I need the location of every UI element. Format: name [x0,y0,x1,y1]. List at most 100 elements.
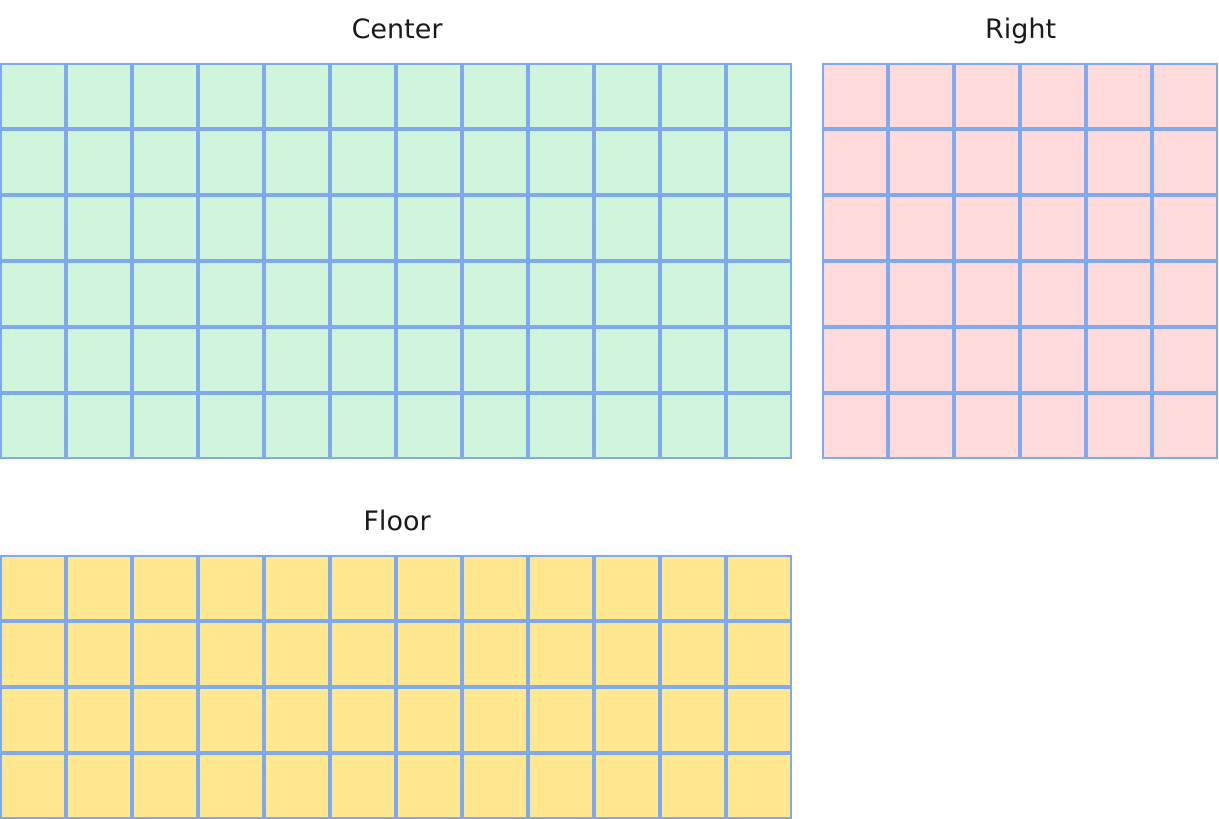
seat-floor-r3-c8[interactable] [462,687,528,753]
seat-right-r5-c2[interactable] [888,327,954,393]
seat-floor-r2-c9[interactable] [528,621,594,687]
seat-right-r5-c5[interactable] [1086,327,1152,393]
seat-right-r6-c1[interactable] [822,393,888,459]
seat-floor-r4-c10[interactable] [594,753,660,819]
seat-center-r4-c1[interactable] [0,261,66,327]
seat-center-r2-c11[interactable] [660,129,726,195]
seat-floor-r4-c1[interactable] [0,753,66,819]
seat-floor-r2-c4[interactable] [198,621,264,687]
seat-floor-r3-c5[interactable] [264,687,330,753]
seat-right-r6-c6[interactable] [1152,393,1218,459]
seat-center-r5-c3[interactable] [132,327,198,393]
seat-center-r6-c6[interactable] [330,393,396,459]
seat-center-r4-c3[interactable] [132,261,198,327]
seat-center-r2-c4[interactable] [198,129,264,195]
seat-center-r4-c2[interactable] [66,261,132,327]
seat-center-r2-c5[interactable] [264,129,330,195]
seat-center-r1-c6[interactable] [330,63,396,129]
seat-floor-r3-c4[interactable] [198,687,264,753]
seat-center-r3-c4[interactable] [198,195,264,261]
seat-floor-r3-c2[interactable] [66,687,132,753]
seat-right-r1-c4[interactable] [1020,63,1086,129]
seat-center-r5-c4[interactable] [198,327,264,393]
seat-center-r2-c8[interactable] [462,129,528,195]
seat-center-r1-c10[interactable] [594,63,660,129]
seat-center-r4-c11[interactable] [660,261,726,327]
seat-center-r2-c1[interactable] [0,129,66,195]
seat-right-r4-c5[interactable] [1086,261,1152,327]
seat-floor-r2-c8[interactable] [462,621,528,687]
seat-right-r1-c2[interactable] [888,63,954,129]
seat-right-r2-c4[interactable] [1020,129,1086,195]
seat-right-r4-c2[interactable] [888,261,954,327]
seat-center-r3-c11[interactable] [660,195,726,261]
seat-center-r2-c9[interactable] [528,129,594,195]
seat-floor-r1-c11[interactable] [660,555,726,621]
seat-center-r4-c9[interactable] [528,261,594,327]
seat-center-r6-c10[interactable] [594,393,660,459]
seat-center-r2-c7[interactable] [396,129,462,195]
seat-floor-r1-c5[interactable] [264,555,330,621]
seat-right-r6-c2[interactable] [888,393,954,459]
seat-floor-r4-c7[interactable] [396,753,462,819]
seat-center-r2-c12[interactable] [726,129,792,195]
seat-floor-r3-c3[interactable] [132,687,198,753]
seat-floor-r4-c9[interactable] [528,753,594,819]
seat-center-r6-c12[interactable] [726,393,792,459]
seat-right-r5-c6[interactable] [1152,327,1218,393]
seat-right-r5-c4[interactable] [1020,327,1086,393]
seat-floor-r1-c6[interactable] [330,555,396,621]
seat-right-r1-c1[interactable] [822,63,888,129]
seat-floor-r1-c3[interactable] [132,555,198,621]
seat-center-r5-c8[interactable] [462,327,528,393]
seat-floor-r3-c12[interactable] [726,687,792,753]
seat-center-r4-c12[interactable] [726,261,792,327]
seat-center-r6-c8[interactable] [462,393,528,459]
seat-center-r2-c3[interactable] [132,129,198,195]
seat-right-r3-c3[interactable] [954,195,1020,261]
seat-right-r3-c6[interactable] [1152,195,1218,261]
seat-floor-r2-c6[interactable] [330,621,396,687]
seat-right-r2-c1[interactable] [822,129,888,195]
seat-center-r1-c8[interactable] [462,63,528,129]
seat-right-r5-c3[interactable] [954,327,1020,393]
seat-right-r3-c4[interactable] [1020,195,1086,261]
seat-center-r3-c2[interactable] [66,195,132,261]
seat-right-r4-c6[interactable] [1152,261,1218,327]
seat-center-r5-c9[interactable] [528,327,594,393]
seat-center-r3-c7[interactable] [396,195,462,261]
seat-floor-r2-c2[interactable] [66,621,132,687]
seat-floor-r2-c11[interactable] [660,621,726,687]
seat-center-r6-c9[interactable] [528,393,594,459]
seat-floor-r1-c9[interactable] [528,555,594,621]
seat-floor-r2-c3[interactable] [132,621,198,687]
seat-floor-r2-c7[interactable] [396,621,462,687]
seat-floor-r3-c1[interactable] [0,687,66,753]
seat-floor-r4-c12[interactable] [726,753,792,819]
seat-right-r3-c1[interactable] [822,195,888,261]
seat-right-r3-c2[interactable] [888,195,954,261]
seat-right-r6-c5[interactable] [1086,393,1152,459]
seat-right-r2-c3[interactable] [954,129,1020,195]
seat-center-r3-c1[interactable] [0,195,66,261]
seat-center-r6-c3[interactable] [132,393,198,459]
seat-floor-r2-c5[interactable] [264,621,330,687]
seat-right-r1-c5[interactable] [1086,63,1152,129]
seat-center-r3-c6[interactable] [330,195,396,261]
seat-center-r4-c4[interactable] [198,261,264,327]
seat-floor-r3-c10[interactable] [594,687,660,753]
seat-right-r4-c1[interactable] [822,261,888,327]
seat-right-r2-c2[interactable] [888,129,954,195]
seat-center-r6-c4[interactable] [198,393,264,459]
seat-center-r5-c2[interactable] [66,327,132,393]
seat-floor-r1-c12[interactable] [726,555,792,621]
seat-floor-r4-c3[interactable] [132,753,198,819]
seat-center-r3-c8[interactable] [462,195,528,261]
seat-floor-r3-c11[interactable] [660,687,726,753]
seat-floor-r1-c2[interactable] [66,555,132,621]
seat-center-r1-c9[interactable] [528,63,594,129]
seat-floor-r1-c7[interactable] [396,555,462,621]
seat-center-r1-c12[interactable] [726,63,792,129]
seat-right-r6-c3[interactable] [954,393,1020,459]
seat-center-r2-c2[interactable] [66,129,132,195]
